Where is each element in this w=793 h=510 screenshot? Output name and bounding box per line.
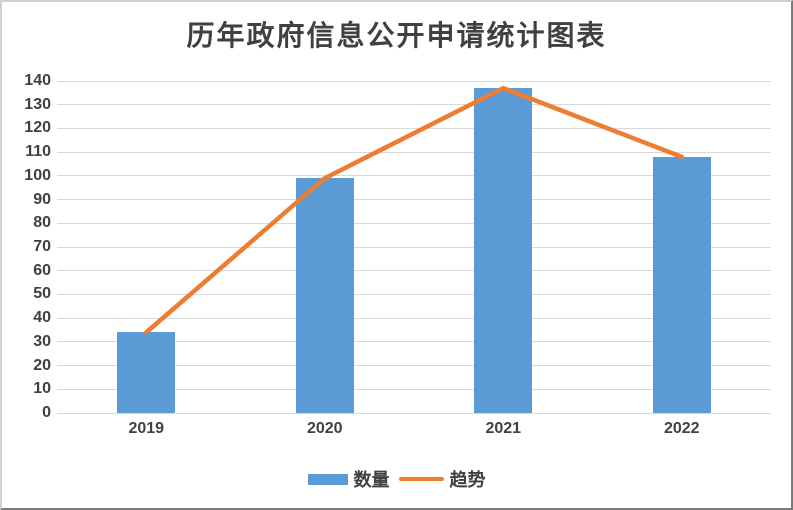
y-tick-label: 120 <box>24 119 51 137</box>
bar <box>295 178 354 413</box>
y-tick-label: 50 <box>33 285 51 303</box>
gridline <box>57 127 771 129</box>
legend-item: 趋势 <box>398 466 486 492</box>
legend-label: 数量 <box>353 470 390 490</box>
gridline <box>57 317 771 319</box>
y-tick-label: 110 <box>25 143 51 161</box>
gridline <box>57 104 771 106</box>
y-tick-label: 30 <box>33 332 51 350</box>
y-tick-label: 60 <box>33 261 51 279</box>
gridline <box>57 270 771 272</box>
plot-area <box>57 80 771 414</box>
legend-item: 数量 <box>307 466 390 492</box>
y-tick-label: 70 <box>33 238 51 255</box>
bar <box>117 332 176 413</box>
y-tick-label: 10 <box>33 380 51 398</box>
legend: 数量 趋势 <box>2 466 791 492</box>
gridline <box>57 246 771 248</box>
gridline <box>57 293 771 295</box>
x-tick-label: 2020 <box>306 420 343 437</box>
gridline <box>57 80 771 82</box>
bar <box>474 88 533 413</box>
y-tick-label: 40 <box>33 309 51 327</box>
gridline <box>57 199 771 201</box>
legend-label: 趋势 <box>449 470 486 490</box>
trend-polyline <box>144 85 684 335</box>
gridline <box>57 412 771 414</box>
legend-bar-swatch <box>307 473 348 485</box>
gridline <box>57 365 771 367</box>
x-tick-label: 2022 <box>663 420 700 437</box>
gridline <box>57 151 771 153</box>
x-tick-label: 2021 <box>485 420 522 437</box>
y-tick-label: 20 <box>33 356 51 374</box>
y-tick-label: 0 <box>42 404 51 421</box>
y-tick-label: 130 <box>24 95 51 113</box>
legend-line-swatch <box>398 476 444 482</box>
y-tick-label: 80 <box>33 214 51 232</box>
y-tick-label: 140 <box>24 72 51 89</box>
gridline <box>57 222 771 224</box>
y-tick-label: 100 <box>24 166 51 184</box>
chart-title: 历年政府信息公开申请统计图表 <box>186 21 607 52</box>
y-tick-label: 90 <box>33 190 51 208</box>
trend-line <box>144 85 684 335</box>
gridline <box>57 341 771 343</box>
gridline <box>57 388 771 390</box>
bar <box>652 156 711 413</box>
gridline <box>57 175 771 177</box>
x-tick-label: 2019 <box>128 420 165 437</box>
